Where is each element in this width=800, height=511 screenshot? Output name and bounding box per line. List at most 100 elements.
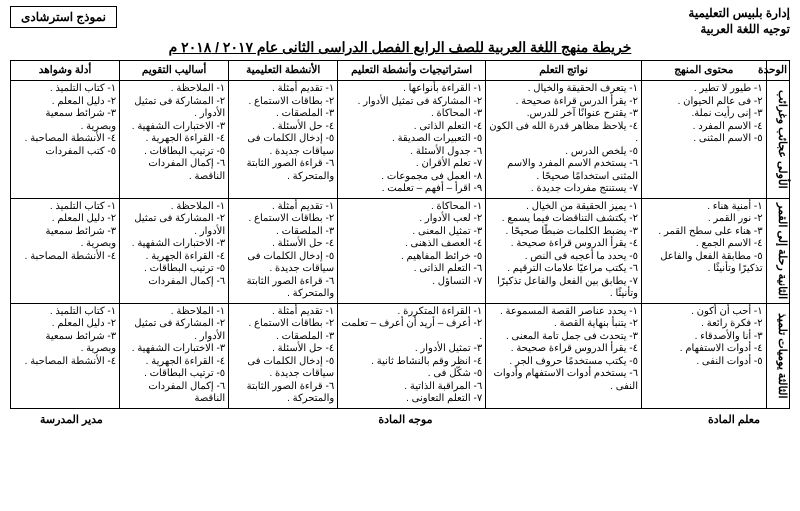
list-item: ٦- يكتب مراعيًا علامات الترقيم . — [489, 263, 638, 276]
list-item: ٨- العمل فى مجموعات . — [341, 171, 482, 184]
list-item: ٢- بطاقات الاستماع . — [232, 318, 334, 331]
list-item: ٦- يستخدم الاسم المفرد والاسم المثنى است… — [489, 158, 638, 183]
table-header-row: الوحدةمحتوى المنهجنواتج التعلماستراتيجيا… — [11, 61, 790, 81]
header-model-block: نموذج استرشادى — [10, 6, 117, 28]
list-item: ٢- المشاركة فى تمثيل الأدوار . — [341, 96, 482, 109]
signature-teacher: معلم المادة — [708, 413, 760, 426]
list-item: ٧- تعلم الأقران . — [341, 158, 482, 171]
list-item: ٧- يطابق بين الفعل والفاعل تذكيرًا وتأني… — [489, 276, 638, 301]
column-header: أساليب التقويم — [120, 61, 229, 81]
list-item: ٤- يقرأ الدروس قراءة صحيحة . — [489, 343, 638, 356]
list-item: ٤- الاسم المفرد . — [645, 121, 763, 134]
content-cell: ١- أمنية هناء .٢- نور القمر .٣- هناء على… — [642, 198, 767, 303]
list-item: ٢- دليل المعلم . — [14, 318, 116, 331]
list-item: ١- أحب أن أكون . — [645, 306, 763, 319]
list-item: ٥- شكّل فى . — [341, 368, 482, 381]
activities-cell: ١- تقديم أمثلة .٢- بطاقات الاستماع .٣- ا… — [229, 198, 338, 303]
column-header: استراتيجيات وأنشطة التعليم — [338, 61, 486, 81]
evaluation-cell: ١- الملاحظة .٢- المشاركة فى تمثيل الأدوا… — [120, 81, 229, 199]
list-item: ٤- أدوات الاستفهام . — [645, 343, 763, 356]
strategies-cell: ١- المحاكاة .٢- لعب الأدوار .٣- تمثيل ال… — [338, 198, 486, 303]
evidence-cell: ١- كتاب التلميذ .٢- دليل المعلم .٣- شرائ… — [11, 81, 120, 199]
curriculum-table: الوحدةمحتوى المنهجنواتج التعلماستراتيجيا… — [10, 60, 790, 409]
list-item: ٦- إكمال المفردات — [123, 276, 225, 289]
list-item: ٤- الاسم الجمع . — [645, 238, 763, 251]
list-item: ٣- شرائط سمعية وبصرية . — [14, 226, 116, 251]
list-item: ٢- لعب الأدوار . — [341, 213, 482, 226]
model-label: نموذج استرشادى — [10, 6, 117, 28]
content-cell: ١- أحب أن أكون .٢- فكرة رائعة .٣- أنا وا… — [642, 303, 767, 408]
unit-name: الثالثة يوميات تلميذ — [766, 303, 789, 408]
list-item: ٣- أنا والأصدقاء . — [645, 331, 763, 344]
list-item: ٢- يقرأ الدرس قراءة صحيحة . — [489, 96, 638, 109]
admin-name: إدارة بلبيس التعليمية — [688, 6, 790, 22]
list-item: ٣- يضبط الكلمات ضبطًا صحيحًا . — [489, 226, 638, 239]
list-item: ١- أمنية هناء . — [645, 201, 763, 214]
list-item: ٥- مطابقة الفعل والفاعل تذكيرًا وتأنيثًا… — [645, 251, 763, 276]
list-item: ٤- الأنشطة المصاحبة . — [14, 251, 116, 264]
list-item: ٤- القراءة الجهرية . — [123, 133, 225, 146]
list-item: ٥- إدخال الكلمات فى سياقات جديدة . — [232, 251, 334, 276]
list-item: ٣- يقترح عنوانًا آخر للدرس. — [489, 108, 638, 121]
list-item: ٧- يستنتج مفردات جديدة . — [489, 183, 638, 196]
list-item: ٦- إكمال المفردات الناقصة — [123, 381, 225, 406]
list-item: ٤- القراءة الجهرية . — [123, 356, 225, 369]
list-item: ٣- إنى رأيت نملة. — [645, 108, 763, 121]
column-header: الأنشطة التعليمية — [229, 61, 338, 81]
list-item: ٢- فكرة رائعة . — [645, 318, 763, 331]
list-item: ٥- خرائط المفاهيم . — [341, 251, 482, 264]
list-item: ٣- المحاكاة . — [341, 108, 482, 121]
table-body: الأولى عجائب وغرائب١- طيور لا تطير .٢- ف… — [11, 81, 790, 409]
list-item: ٣- الاختبارات الشفهية . — [123, 121, 225, 134]
list-item: ٢- دليل المعلم . — [14, 213, 116, 226]
table-row: الثانية رحلة إلى القمر١- أمنية هناء .٢- … — [11, 198, 790, 303]
list-item: ٥- كتب المفردات — [14, 146, 116, 159]
list-item: ٥- التعبيرات الصديقة . — [341, 133, 482, 146]
list-item: ٤- العصف الذهنى . — [341, 238, 482, 251]
list-item: ٣- الاختبارات الشفهية . — [123, 238, 225, 251]
list-item: ٥- إدخال الكلمات فى سياقات جديدة . — [232, 356, 334, 381]
list-item: ١- كتاب التلميذ . — [14, 201, 116, 214]
list-item: ٦- جدول الأسئلة . — [341, 146, 482, 159]
list-item: ٢- يكتشف التناقضات فيما يسمع . — [489, 213, 638, 226]
list-item: ٦- قراءة الصور الثابتة والمتحركة . — [232, 381, 334, 406]
list-item: ٢- نور القمر . — [645, 213, 763, 226]
signature-principal: مدير المدرسة — [40, 413, 103, 426]
strategies-cell: ١- القراءة بأنواعها .٢- المشاركة فى تمثي… — [338, 81, 486, 199]
list-item: ٢- المشاركة فى تمثيل الأدوار . — [123, 96, 225, 121]
list-item: ٤- انظر وقم بالنشاط ثانية . — [341, 356, 482, 369]
list-item: ٢- المشاركة فى تمثيل الأدوار . — [123, 213, 225, 238]
list-item: ٥- يكتب مستخدمًا حروف الجر . — [489, 356, 638, 369]
list-item: ٣- يتحدث فى جمل تامة المعنى . — [489, 331, 638, 344]
list-item: ٢- بطاقات الاستماع . — [232, 213, 334, 226]
signatures: معلم المادة موجه المادة مدير المدرسة — [10, 413, 790, 426]
list-item: ٤- يلاحظ مظاهر قدرة الله فى الكون . — [489, 121, 638, 146]
list-item: ٤- حل الأسئلة . — [232, 121, 334, 134]
list-item: ١- المحاكاة . — [341, 201, 482, 214]
header-admin-block: إدارة بلبيس التعليمية توجيه اللغة العربي… — [688, 6, 790, 37]
list-item: ١- تقديم أمثلة . — [232, 306, 334, 319]
list-item: ٧- التساؤل . — [341, 276, 482, 289]
list-item: ٢- يتنبأ بنهاية القصة . — [489, 318, 638, 331]
list-item: ٤- القراءة الجهرية . — [123, 251, 225, 264]
list-item: ٤- حل الأسئلة . — [232, 238, 334, 251]
unit-name: الأولى عجائب وغرائب — [766, 81, 789, 199]
signature-supervisor: موجه المادة — [378, 413, 432, 426]
list-item: ١- الملاحظة . — [123, 201, 225, 214]
evidence-cell: ١- كتاب التلميذ .٢- دليل المعلم .٣- شرائ… — [11, 198, 120, 303]
list-item: ١- تقديم أمثلة . — [232, 201, 334, 214]
list-item: ٥- الاسم المثنى . — [645, 133, 763, 146]
column-header: الوحدة — [766, 61, 789, 81]
list-item: ١- كتاب التلميذ . — [14, 83, 116, 96]
column-header: أدلة وشواهد — [11, 61, 120, 81]
list-item: ٣- تمثيل الأدوار . — [341, 343, 482, 356]
list-item: ١- يميز الحقيقة من الخيال . — [489, 201, 638, 214]
column-header: محتوى المنهج — [642, 61, 767, 81]
table-row: الأولى عجائب وغرائب١- طيور لا تطير .٢- ف… — [11, 81, 790, 199]
list-item: ١- يحدد عناصر القصة المسموعة . — [489, 306, 638, 319]
list-item: ١- القراءة المتكررة . — [341, 306, 482, 319]
list-item: ٢- دليل المعلم . — [14, 96, 116, 109]
list-item: ٩- اقرأ – أفهم – تعلمت . — [341, 183, 482, 196]
list-item: ٣- الملصقات . — [232, 331, 334, 344]
list-item: ٦- قراءة الصور الثابتة والمتحركة . — [232, 158, 334, 183]
